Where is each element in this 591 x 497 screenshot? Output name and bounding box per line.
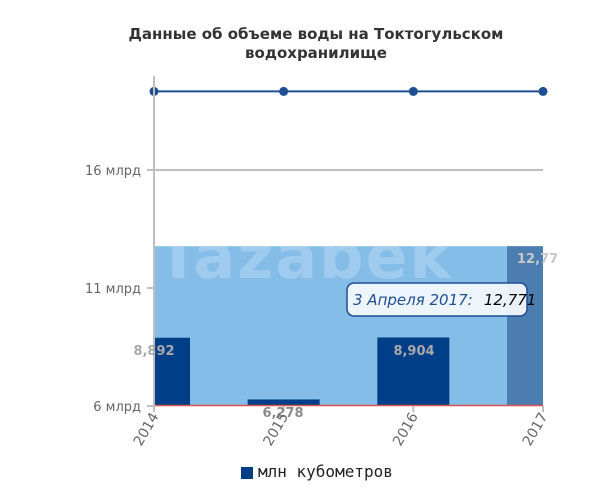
data-label-2015: 6,278 <box>262 406 303 421</box>
tooltip-text: 3 Апреля 2017: 12,771 <box>353 290 536 309</box>
data-label-2016: 8,904 <box>393 344 434 359</box>
bar-2015[interactable] <box>247 399 320 406</box>
bar-series[interactable] <box>154 246 543 407</box>
chart-title-line1: Данные об объеме воды на Токтогульском <box>129 25 504 43</box>
chart-title-line2: водохранилище <box>245 44 387 62</box>
y-tick-label-0: 6 млрд <box>93 400 141 415</box>
top-line-series[interactable] <box>149 86 548 96</box>
bar-2017[interactable] <box>507 246 543 406</box>
tooltip-value: 12,771 <box>484 291 537 309</box>
y-tick-label-2: 16 млрд <box>85 164 141 179</box>
data-label-2017: 12,77 <box>517 252 558 267</box>
top-line-point-2017[interactable] <box>538 86 548 96</box>
top-line-point-2015[interactable] <box>279 86 289 96</box>
y-tick-label-1: 11 млрд <box>85 282 141 297</box>
plot-band-area: Tazabek <box>154 220 543 406</box>
legend-swatch <box>241 467 253 479</box>
top-line-point-2016[interactable] <box>408 86 418 96</box>
tooltip-label: 3 Апреля 2017: <box>353 291 473 309</box>
bar-2016[interactable] <box>377 337 450 406</box>
bar-2014[interactable] <box>154 337 190 406</box>
x-tick-label-2016: 2016 <box>390 410 422 449</box>
axes <box>147 76 544 412</box>
tooltip-box <box>346 282 528 317</box>
value-band <box>154 246 543 406</box>
data-labels: 8,892 6,278 8,904 12,77 <box>133 252 558 421</box>
tooltip: 3 Апреля 2017: 12,771 <box>346 282 536 317</box>
x-tick-label-2014: 2014 <box>131 410 163 449</box>
watermark: Tazabek <box>157 220 453 293</box>
legend-label[interactable]: млн кубометров <box>258 462 393 481</box>
y-tick-labels: 6 млрд 11 млрд 16 млрд <box>85 164 141 415</box>
legend[interactable]: млн кубометров <box>241 462 393 481</box>
x-tick-label-2017: 2017 <box>520 410 552 449</box>
x-tick-labels: 2014 2015 2016 2017 <box>131 410 552 449</box>
data-label-2014: 8,892 <box>133 344 174 359</box>
